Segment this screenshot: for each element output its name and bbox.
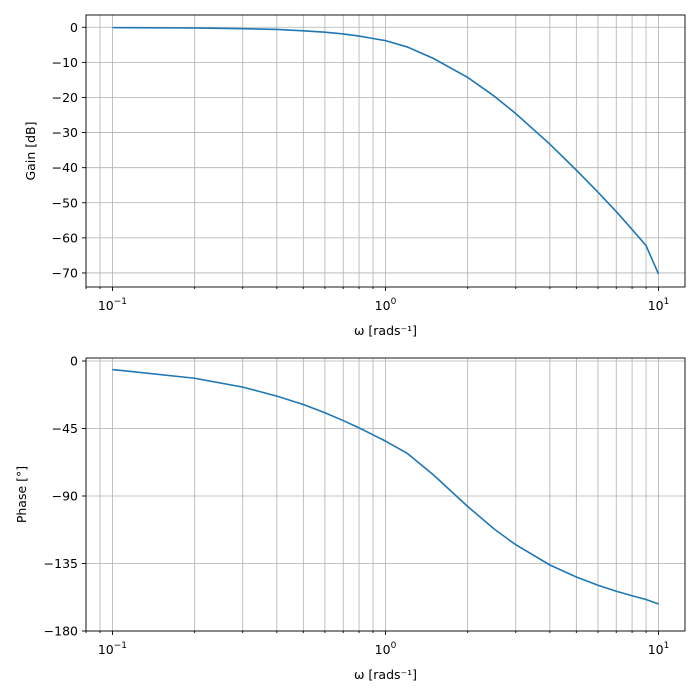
gain-y-axis-label: Gain [dB]: [23, 122, 38, 181]
phase-series-line: [112, 368, 659, 605]
gain-x-tick-label: 101: [648, 297, 670, 313]
gain-series-line: [112, 26, 660, 275]
phase-y-tick-label: −45: [52, 421, 78, 436]
gain-plot: 0 −10 −20 −30 −40 −50 −60 −70 10−1 100 101 Gain [d…: [23, 14, 686, 338]
phase-y-tick-label: −90: [52, 489, 78, 504]
phase-y-tick-label: 0: [70, 354, 78, 369]
gain-y-tick-label: 0: [70, 20, 78, 35]
phase-grid: [85, 358, 685, 632]
gain-y-tick-label: −20: [52, 90, 78, 105]
phase-x-tick-label: 101: [648, 641, 670, 657]
phase-x-axis-label: ω [rads⁻¹]: [354, 667, 417, 682]
gain-grid: [85, 15, 685, 287]
phase-plot: 0 −45 −90 −135 −180 10−1 100 101 Phase [°] ω [r…: [14, 354, 686, 682]
gain-series-group: [112, 26, 660, 275]
gain-y-tick-label: −70: [52, 265, 78, 280]
phase-y-axis-label: Phase [°]: [14, 466, 29, 523]
gain-y-tick-label: −50: [52, 195, 78, 210]
phase-y-tick-label: −135: [44, 556, 78, 571]
gain-y-tick-label: −40: [52, 160, 78, 175]
gain-x-tick-label: 10−1: [98, 297, 127, 313]
gain-ticks: 0 −10 −20 −30 −40 −50 −60 −70 10−1 100 101: [52, 20, 670, 313]
phase-y-tick-label: −180: [44, 624, 78, 639]
phase-ticks: 0 −45 −90 −135 −180 10−1 100 101: [44, 354, 670, 658]
gain-y-tick-label: −10: [52, 55, 78, 70]
phase-series-group: [112, 368, 659, 605]
phase-x-tick-label: 100: [375, 641, 397, 657]
gain-x-tick-label: 100: [375, 297, 397, 313]
gain-x-axis-label: ω [rads⁻¹]: [354, 323, 417, 338]
gain-y-tick-label: −60: [52, 230, 78, 245]
phase-x-tick-label: 10−1: [98, 641, 127, 657]
gain-y-tick-label: −30: [52, 125, 78, 140]
